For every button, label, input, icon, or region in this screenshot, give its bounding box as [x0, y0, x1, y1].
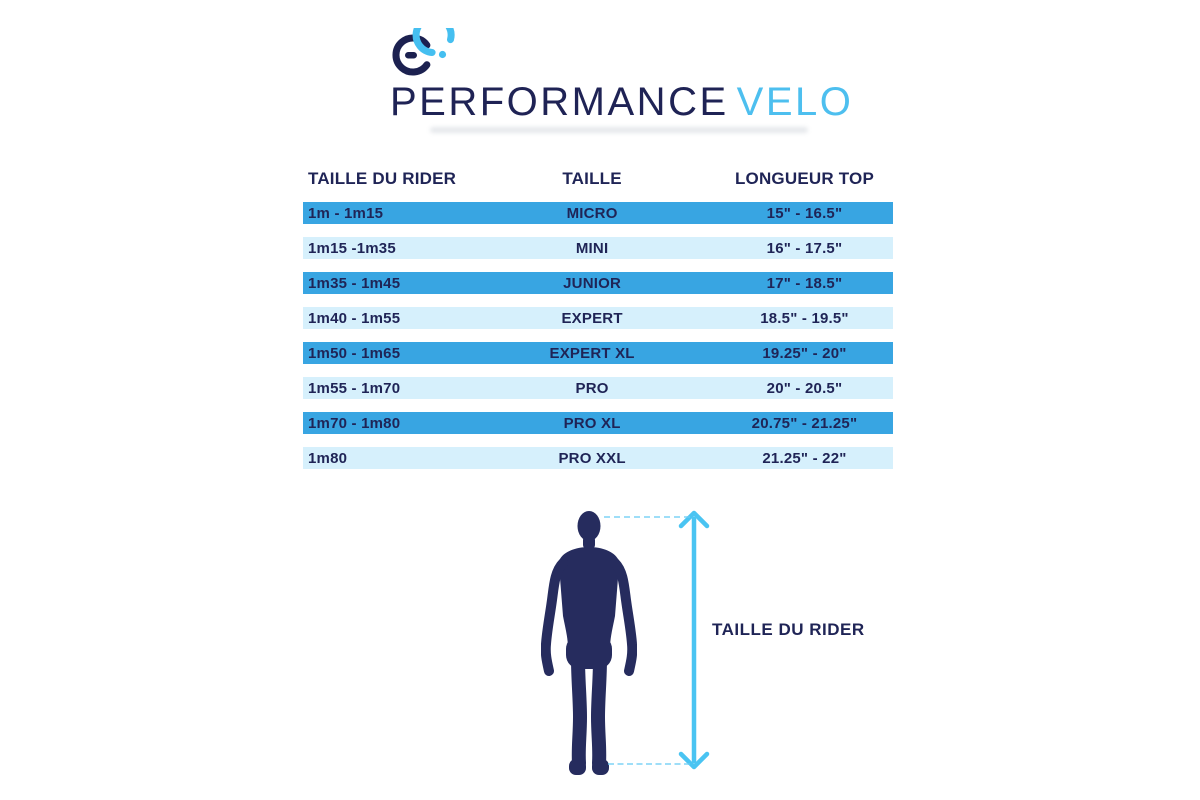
logo-wheels-icon: [392, 28, 455, 76]
rider-height-cell: 1m70 - 1m80: [308, 414, 401, 432]
top-tube-length-cell: 19.25" - 20": [762, 344, 847, 362]
top-tube-length-cell: 20" - 20.5": [766, 379, 843, 397]
height-measure-arrow-icon: [678, 510, 710, 770]
wordmark-reflection: [430, 127, 808, 133]
frame-size-cell: MICRO: [566, 204, 618, 222]
frame-size-cell: EXPERT XL: [549, 344, 635, 362]
brand-name-secondary: VELO: [736, 80, 854, 124]
table-row: 1m50 - 1m65 EXPERT XL 19.25" - 20": [303, 342, 893, 364]
rider-height-cell: 1m - 1m15: [308, 204, 384, 222]
table-header: TAILLE DU RIDER TAILLE LONGUEUR TOP: [303, 166, 893, 192]
frame-size-cell: MINI: [575, 239, 609, 257]
header-frame-size: TAILLE: [562, 169, 622, 188]
size-chart-table: TAILLE DU RIDER TAILLE LONGUEUR TOP 1m -…: [303, 166, 893, 482]
header-top-tube: LONGUEUR TOP: [734, 169, 874, 188]
top-tube-length-cell: 15" - 16.5": [766, 204, 843, 222]
brand-name-primary: PERFORMANCE: [390, 80, 729, 124]
table-row: 1m15 -1m35 MINI 16" - 17.5": [303, 237, 893, 259]
top-tube-length-cell: 16" - 17.5": [766, 239, 843, 257]
top-tube-length-cell: 18.5" - 19.5": [760, 309, 849, 327]
head-dashed-guide-line: [604, 516, 690, 518]
size-table-body: 1m - 1m15 MICRO 15" - 16.5" 1m15 -1m35 MINI 1…: [303, 202, 893, 469]
table-row: 1m35 - 1m45 JUNIOR 17" - 18.5": [303, 272, 893, 294]
table-row: 1m40 - 1m55 EXPERT 18.5" - 19.5": [303, 307, 893, 329]
top-tube-length-cell: 17" - 18.5": [766, 274, 843, 292]
frame-size-cell: PRO: [575, 379, 609, 397]
rider-silhouette-icon: [541, 511, 637, 775]
header-rider-height: TAILLE DU RIDER: [308, 169, 457, 188]
top-tube-length-cell: 21.25" - 22": [762, 449, 847, 467]
brand-wordmark: PERFORMANCE VELO: [390, 82, 853, 122]
rider-height-cell: 1m80: [308, 449, 348, 467]
rider-height-cell: 1m50 - 1m65: [308, 344, 401, 362]
table-row: 1m55 - 1m70 PRO 20" - 20.5": [303, 377, 893, 399]
rider-height-label: TAILLE DU RIDER: [712, 620, 865, 639]
frame-size-cell: PRO XXL: [558, 449, 626, 467]
rider-height-cell: 1m55 - 1m70: [308, 379, 401, 397]
rider-height-cell: 1m15 -1m35: [308, 239, 396, 257]
frame-size-cell: JUNIOR: [563, 274, 622, 292]
top-tube-length-cell: 20.75" - 21.25": [751, 414, 858, 432]
frame-size-cell: EXPERT: [561, 309, 623, 327]
feet-dashed-guide-line: [608, 763, 690, 765]
table-row: 1m80 PRO XXL 21.25" - 22": [303, 447, 893, 469]
frame-size-cell: PRO XL: [563, 414, 621, 432]
rider-height-cell: 1m40 - 1m55: [308, 309, 401, 327]
table-row: 1m - 1m15 MICRO 15" - 16.5": [303, 202, 893, 224]
rider-height-cell: 1m35 - 1m45: [308, 274, 401, 292]
table-row: 1m70 - 1m80 PRO XL 20.75" - 21.25": [303, 412, 893, 434]
